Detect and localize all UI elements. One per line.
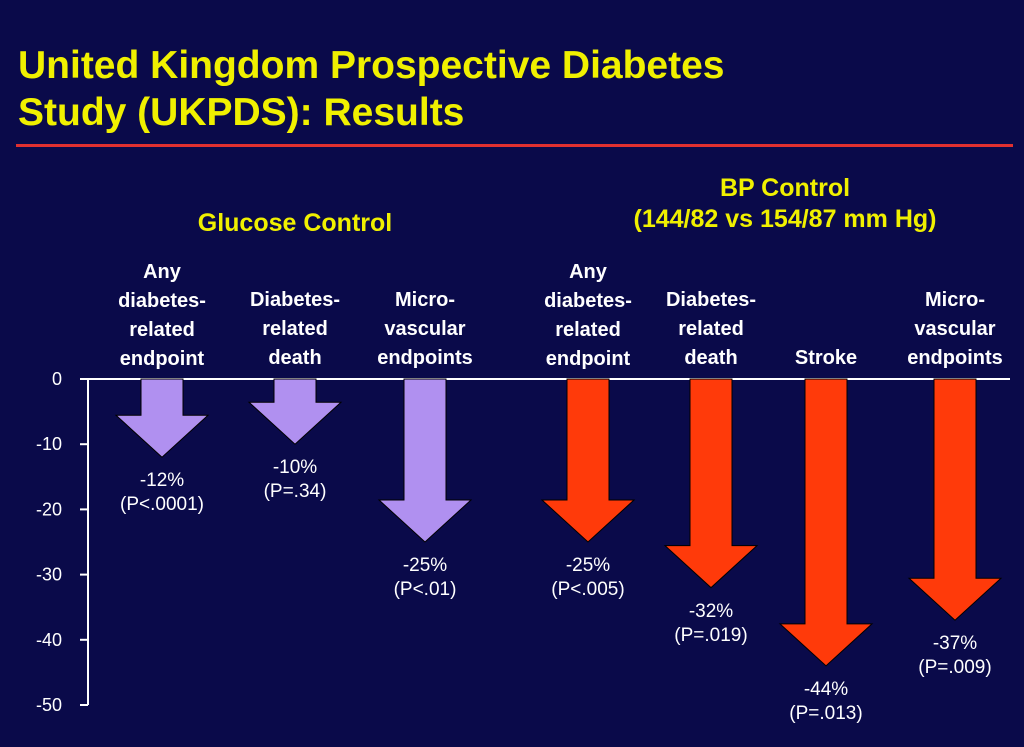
data-label-p-value: (P<.01) (393, 579, 457, 600)
category-label-line: endpoints (907, 347, 1003, 369)
data-label: -10% (P=.34) (225, 456, 365, 504)
category-label-line: vascular (914, 318, 996, 340)
data-label-p-value: (P=.009) (918, 657, 992, 679)
data-label-p-value: (P=.019) (674, 624, 748, 646)
category-label-line: endpoint (119, 348, 205, 370)
category-label-line: endpoint (545, 348, 631, 370)
data-label: -12% (P<.0001) (92, 469, 232, 517)
data-label-value: -10% (272, 457, 318, 479)
bp-control-label: BP Control (719, 174, 851, 202)
category-label-line: Any (569, 261, 607, 283)
data-label-p-value: (P=.34) (263, 481, 327, 503)
category-label-line: Stroke (794, 347, 858, 369)
category-label: Stroke (751, 344, 901, 373)
data-label: -37% (P=.009) (885, 632, 1024, 680)
bp-control-heading: BP Control (144/82 vs 154/87 mm Hg) (580, 173, 990, 235)
glucose-control-heading: Glucose Control (140, 208, 450, 239)
bar-arrow (114, 378, 210, 458)
data-label: -25% (P<.01) (355, 554, 495, 602)
category-label-line: death (268, 347, 322, 369)
category-label-line: endpoints (377, 347, 473, 369)
category-label-line: Any (143, 261, 181, 283)
data-label: -25% (P<.005) (518, 554, 658, 602)
category-label-line: death (684, 347, 738, 369)
page-title: United Kingdom Prospective Diabetes Stud… (18, 42, 1008, 136)
data-label-p-value: (P<.005) (551, 579, 625, 600)
title-divider (16, 144, 1013, 147)
category-label-line: Micro- (395, 289, 455, 311)
bar-arrow (540, 378, 636, 543)
category-label-line: diabetes- (544, 290, 632, 312)
data-label-value: -32% (688, 600, 734, 622)
category-label-line: Diabetes- (665, 289, 757, 311)
category-label-line: related (129, 319, 195, 341)
category-label-line: related (262, 318, 328, 340)
category-label-line: Micro- (925, 289, 985, 311)
category-label-line: related (555, 319, 621, 341)
data-label-value: -25% (565, 555, 611, 576)
bar-arrow (907, 378, 1003, 621)
bar-arrow (377, 378, 473, 543)
category-label-line: vascular (384, 318, 466, 340)
bar-arrow (247, 378, 343, 445)
data-label: -32% (P=.019) (641, 600, 781, 648)
title-line-2: Study (UKPDS): Results (18, 91, 465, 134)
category-label: Any diabetes-related endpoint (87, 258, 237, 374)
data-label-value: -25% (402, 555, 448, 576)
y-tick-label: 0 (52, 369, 62, 389)
y-tick-label: -30 (36, 565, 62, 585)
category-label: Micro-vascular endpoints (880, 286, 1024, 373)
y-tick-label: -40 (36, 630, 62, 650)
category-label-line: related (678, 318, 744, 340)
category-label: Any diabetes-related endpoint (513, 258, 663, 374)
category-label-line: diabetes- (118, 290, 206, 312)
data-label-p-value: (P=.013) (789, 702, 863, 724)
bar-arrow (663, 378, 759, 589)
bp-control-targets: (144/82 vs 154/87 mm Hg) (633, 205, 937, 233)
title-line-1: United Kingdom Prospective Diabetes (18, 44, 725, 87)
bar-arrow (778, 378, 874, 667)
category-label: Diabetes-related death (636, 286, 786, 373)
data-label: -44% (P=.013) (756, 678, 896, 726)
category-label: Diabetes-related death (220, 286, 370, 373)
y-tick-label: -50 (36, 695, 62, 715)
data-label-value: -44% (803, 678, 849, 700)
data-label-value: -37% (932, 633, 978, 655)
glucose-control-label: Glucose Control (197, 209, 393, 237)
y-tick-label: -20 (36, 499, 62, 519)
category-label-line: Diabetes- (249, 289, 341, 311)
y-tick-label: -10 (36, 434, 62, 454)
category-label: Micro-vascular endpoints (350, 286, 500, 373)
data-label-value: -12% (139, 470, 185, 492)
data-label-p-value: (P<.0001) (120, 494, 204, 516)
